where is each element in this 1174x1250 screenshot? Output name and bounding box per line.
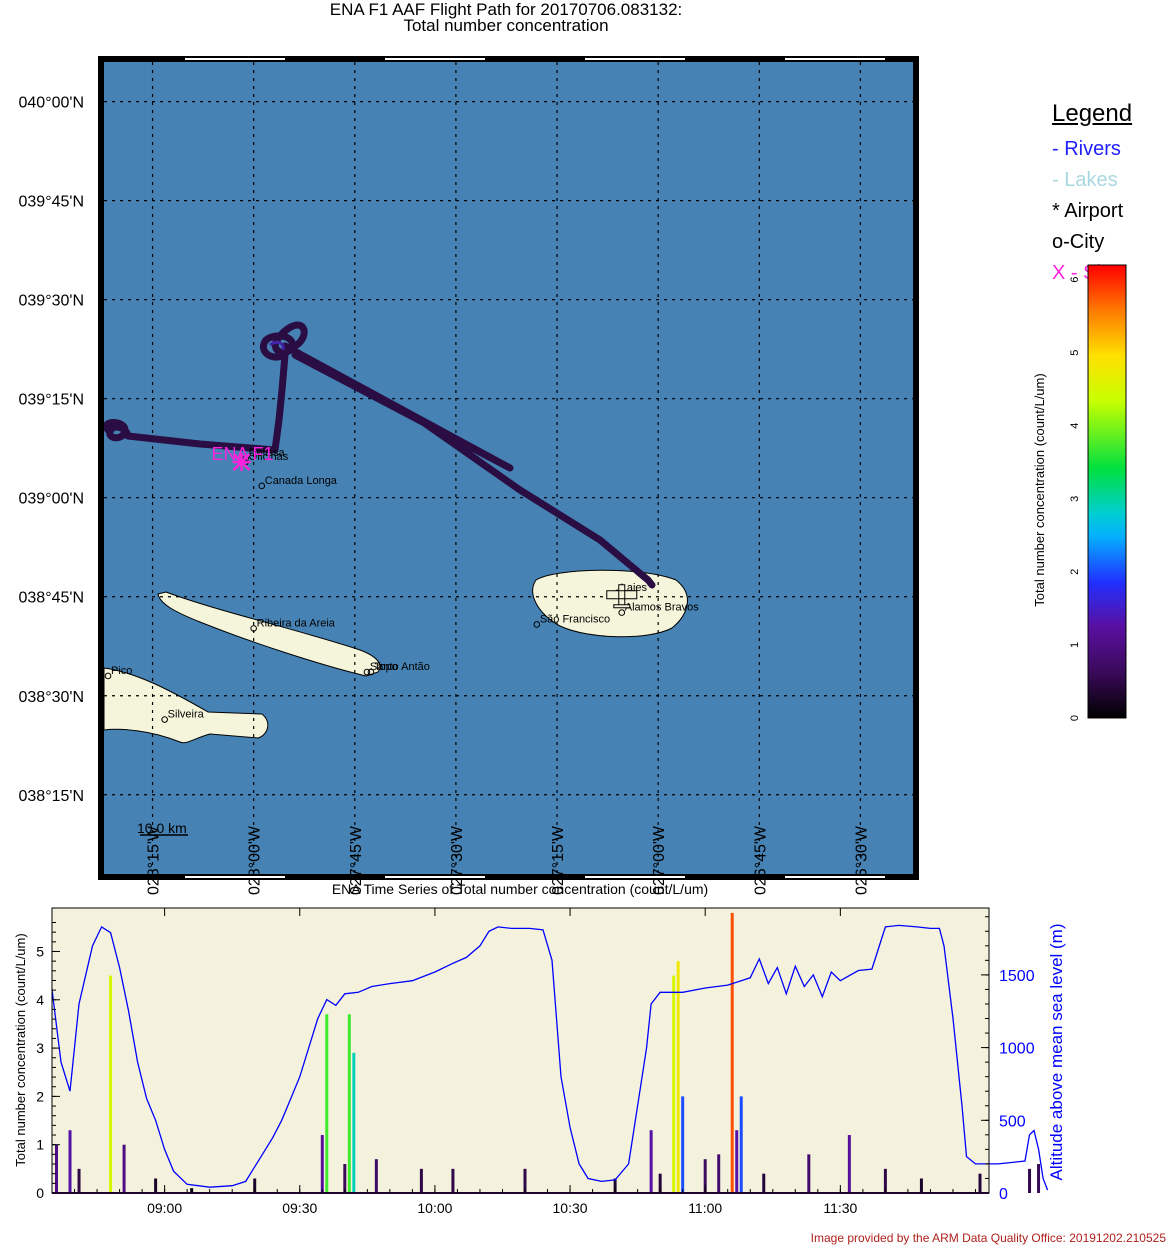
city-label: Canada Longa [265, 475, 338, 487]
map-lat-tick-label: 038°15'N [19, 788, 85, 805]
colorbar-tick-label: 2 [1069, 569, 1081, 575]
city-marker [258, 482, 266, 490]
chart-title-line1: ENA F1 AAF Flight Path for 20170706.0831… [329, 0, 683, 19]
legend-item-lakes: - Lakes [1052, 169, 1118, 191]
x-tick-label: 11:30 [823, 1200, 857, 1216]
timeseries-background [52, 908, 989, 1193]
city-label: Pico [111, 665, 132, 677]
map-lat-tick-label: 038°45'N [19, 590, 85, 607]
y-tick-label: 3 [36, 1040, 44, 1056]
city-label: Oficinas [249, 451, 289, 463]
colorbar-tick-label: 3 [1069, 496, 1081, 502]
y-tick-label: 4 [36, 992, 44, 1008]
flight-track-highlight [268, 340, 285, 351]
map-border [98, 56, 919, 880]
y-tick-label: 2 [36, 1088, 44, 1104]
island-terceira [532, 569, 688, 638]
colorbar-tick-label: 6 [1069, 277, 1081, 283]
x-tick-label: 10:30 [553, 1200, 588, 1216]
legend-item-airport: * Airport [1052, 200, 1124, 222]
city-label: Topo [374, 661, 398, 673]
timeseries-panel: 09:00 09:30 10:00 10:30 11:00 11:30 0 1 2 3 4 5 0 500… [13, 881, 1066, 1216]
y-tick-label: 1 [36, 1137, 44, 1153]
y-tick-label: 5 [36, 943, 44, 959]
map-lon-tick-label: 028°00'W [247, 825, 264, 895]
legend-title: Legend [1052, 100, 1133, 127]
y2-tick-label: 1500 [999, 968, 1035, 985]
colorbar [1087, 264, 1127, 719]
map-lat-tick-label: 039°30'N [19, 293, 85, 310]
city-label: Silveira [168, 709, 205, 721]
y2-tick-label: 1000 [999, 1041, 1035, 1058]
colorbar-tick-label: 5 [1069, 350, 1081, 356]
x-tick-label: 09:00 [147, 1200, 182, 1216]
legend-item-rivers: - Rivers [1052, 138, 1121, 160]
colorbar-tick-label: 4 [1069, 423, 1081, 429]
x-tick-label: 09:30 [282, 1200, 317, 1216]
island-sao-jorge [157, 591, 381, 677]
map-lat-tick-label: 039°45'N [19, 194, 85, 211]
city-marker [533, 621, 541, 628]
city-label: São Francisco [540, 613, 610, 625]
site-label: ENA F1 [212, 444, 274, 464]
map-lon-tick-label: 026°30'W [853, 825, 870, 895]
map-panel: 040°00'N 039°45'N 039°30'N 039°15'N 039°00'N… [19, 56, 919, 895]
x-tick-label: 10:00 [417, 1200, 452, 1216]
city-label: Dolissa [249, 447, 286, 459]
flight-track [102, 321, 656, 589]
legend-item-city: o-City [1052, 231, 1105, 253]
city-marker [618, 609, 626, 616]
timeseries-title: ENA Time Series of Total number concentr… [332, 881, 708, 897]
credit-text: Image provided by the ARM Data Quality O… [810, 1231, 1166, 1245]
city-label: Ribeira da Areia [257, 617, 336, 629]
scale-bar-label: 10.0 km [137, 820, 187, 836]
map-lat-tick-label: 039°15'N [19, 392, 85, 409]
airport-icon [606, 584, 638, 609]
city-label: Santo Antão [370, 661, 430, 673]
city-marker [104, 672, 112, 680]
x-tick-label: 11:00 [688, 1200, 722, 1216]
y-tick-label: 0 [36, 1185, 44, 1201]
chart-title-line2: Total number concentration [403, 16, 609, 35]
colorbar-label: Total number concentration (count/L/um) [1032, 373, 1047, 606]
map-lon-tick-label: 026°45'W [752, 825, 769, 895]
site-marker [232, 453, 251, 472]
city-label: Alamos Bravos [625, 602, 699, 614]
altitude-line [51, 924, 1049, 1191]
city-marker [161, 716, 168, 723]
city-marker [363, 668, 371, 676]
timeseries-frame [51, 907, 990, 1194]
timeseries-y2label: Altitude above mean sea level (m) [1047, 923, 1066, 1180]
map-lat-tick-label: 038°30'N [19, 689, 85, 706]
colorbar-tick-label: 1 [1069, 642, 1081, 648]
map-lat-tick-label: 039°00'N [19, 491, 85, 508]
city-marker [367, 668, 375, 676]
island-pico [103, 667, 269, 744]
timeseries-ylabel: Total number concentration (count/L/um) [13, 933, 28, 1166]
y2-tick-label: 500 [999, 1113, 1026, 1130]
map-lat-tick-label: 040°00'N [19, 95, 85, 112]
city-marker [250, 625, 257, 632]
y2-tick-label: 0 [999, 1186, 1008, 1203]
colorbar-tick-label: 0 [1069, 715, 1081, 721]
